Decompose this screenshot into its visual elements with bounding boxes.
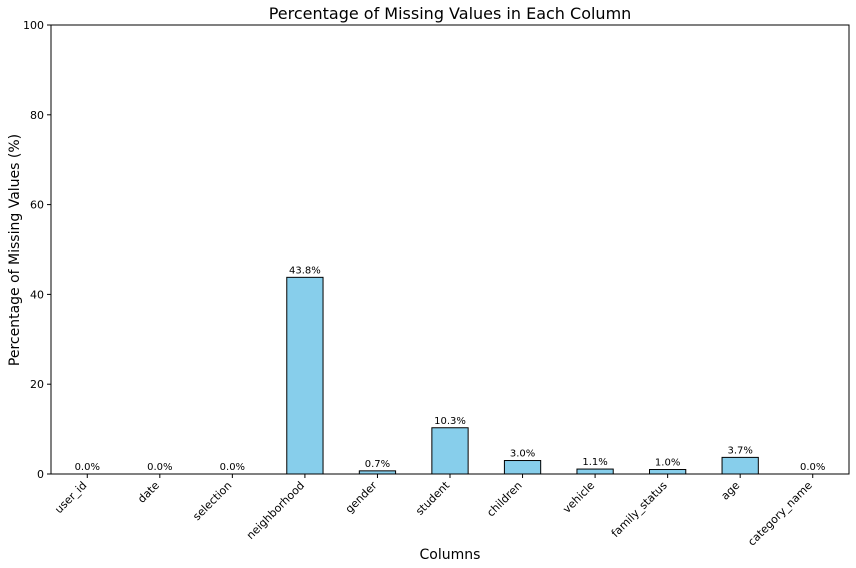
x-axis-label: Columns <box>420 547 481 563</box>
chart-title: Percentage of Missing Values in Each Col… <box>269 4 632 23</box>
data-label-date: 0.0% <box>147 462 172 473</box>
bar-vehicle <box>576 468 614 475</box>
bar-student <box>431 427 469 475</box>
x-tick-label-selection: selection <box>190 479 234 523</box>
data-label-selection: 0.0% <box>220 462 245 473</box>
data-label-vehicle: 1.1% <box>582 457 607 468</box>
y-tick-label: 0 <box>37 468 44 481</box>
y-axis-label: Percentage of Missing Values (%) <box>7 134 23 366</box>
x-axis: user_id date selection neighborhood gender st… <box>52 474 815 548</box>
y-tick-label: 80 <box>30 109 44 122</box>
bar-age <box>721 456 759 475</box>
plot-frame <box>50 24 850 475</box>
data-label-age: 3.7% <box>727 445 752 456</box>
y-tick-label: 100 <box>23 19 44 32</box>
x-tick-label-neighborhood: neighborhood <box>244 479 307 542</box>
y-tick-label: 60 <box>30 199 44 212</box>
x-tick-label-student: student <box>413 478 452 517</box>
x-tick-label-gender: gender <box>343 479 380 516</box>
x-tick-label-children: children <box>484 479 524 519</box>
data-label-children: 3.0% <box>510 449 535 460</box>
data-label-family_status: 1.0% <box>655 458 680 469</box>
data-label-user_id: 0.0% <box>75 462 100 473</box>
data-label-category_name: 0.0% <box>800 462 825 473</box>
x-tick-label-date: date <box>135 479 162 506</box>
bar-neighborhood <box>286 276 324 475</box>
bar-family_status <box>649 469 687 475</box>
x-tick-label-age: age <box>719 479 743 503</box>
data-label-gender: 0.7% <box>365 459 390 470</box>
data-label-neighborhood: 43.8% <box>289 265 321 276</box>
y-axis: 0 20 40 60 80 100 <box>23 19 51 481</box>
y-tick-label: 40 <box>30 288 44 301</box>
data-label-student: 10.3% <box>434 416 466 427</box>
x-tick-label-user_id: user_id <box>52 479 89 516</box>
bar-children <box>503 460 542 475</box>
x-tick-label-category_name: category_name <box>745 479 815 549</box>
bars <box>286 276 759 475</box>
x-tick-label-family_status: family_status <box>609 479 670 540</box>
x-tick-label-vehicle: vehicle <box>560 479 597 516</box>
data-labels: 0.0% 0.0% 0.0% 43.8% 0.7% 10.3% 3.0% 1.1% 1.0% 3.… <box>75 265 826 473</box>
y-tick-label: 20 <box>30 378 44 391</box>
